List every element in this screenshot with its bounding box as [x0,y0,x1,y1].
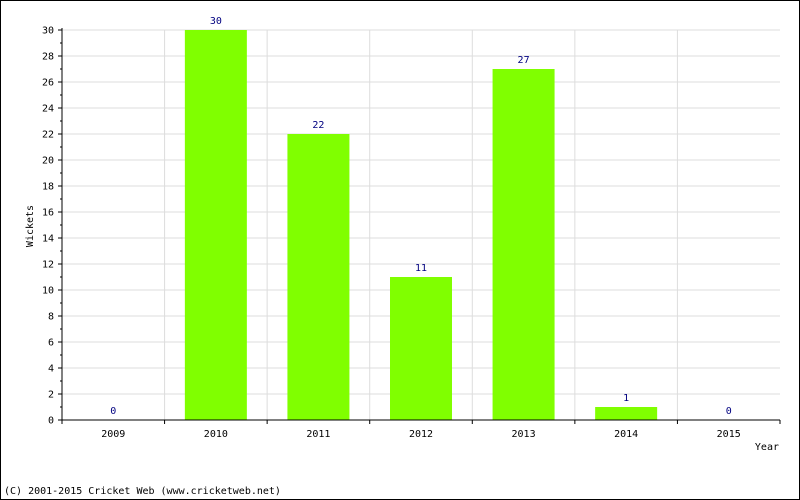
labels: 0246810121416182022242628300200930201022… [42,16,741,440]
x-tick-label: 2012 [409,429,433,440]
y-tick-label: 10 [42,286,54,297]
axes [58,28,781,424]
bars [184,30,658,420]
y-tick-label: 18 [42,182,54,193]
y-tick-label: 26 [42,78,54,89]
bar [390,277,452,420]
x-tick-label: 2010 [204,429,228,440]
y-tick-label: 4 [48,364,54,375]
x-tick-label: 2014 [614,429,638,440]
bar-value-label: 11 [415,263,427,274]
y-tick-label: 24 [42,104,54,115]
x-tick-label: 2011 [306,429,330,440]
y-tick-label: 12 [42,260,54,271]
x-tick-label: 2013 [512,429,536,440]
y-axis-label: Wickets [25,205,36,247]
bar-value-label: 30 [210,16,222,27]
bar-value-label: 27 [518,55,530,66]
bar-value-label: 22 [312,120,324,131]
x-axis-label: Year [755,442,779,453]
bar-value-label: 0 [110,406,116,417]
y-tick-label: 16 [42,208,54,219]
y-tick-label: 8 [48,312,54,323]
grid-lines [62,29,780,420]
y-tick-label: 28 [42,52,54,63]
copyright-notice: (C) 2001-2015 Cricket Web (www.cricketwe… [4,486,281,497]
y-tick-label: 20 [42,156,54,167]
x-tick-label: 2015 [717,429,741,440]
y-tick-label: 0 [48,416,54,427]
y-tick-label: 6 [48,338,54,349]
y-tick-label: 22 [42,130,54,141]
x-tick-label: 2009 [101,429,125,440]
bar [595,407,658,420]
y-tick-label: 30 [42,26,54,37]
y-tick-label: 14 [42,234,54,245]
bar [492,69,555,420]
bar-value-label: 0 [726,406,732,417]
bar [184,30,247,420]
bar-value-label: 1 [623,393,629,404]
bar [287,134,350,420]
y-tick-label: 2 [48,390,54,401]
